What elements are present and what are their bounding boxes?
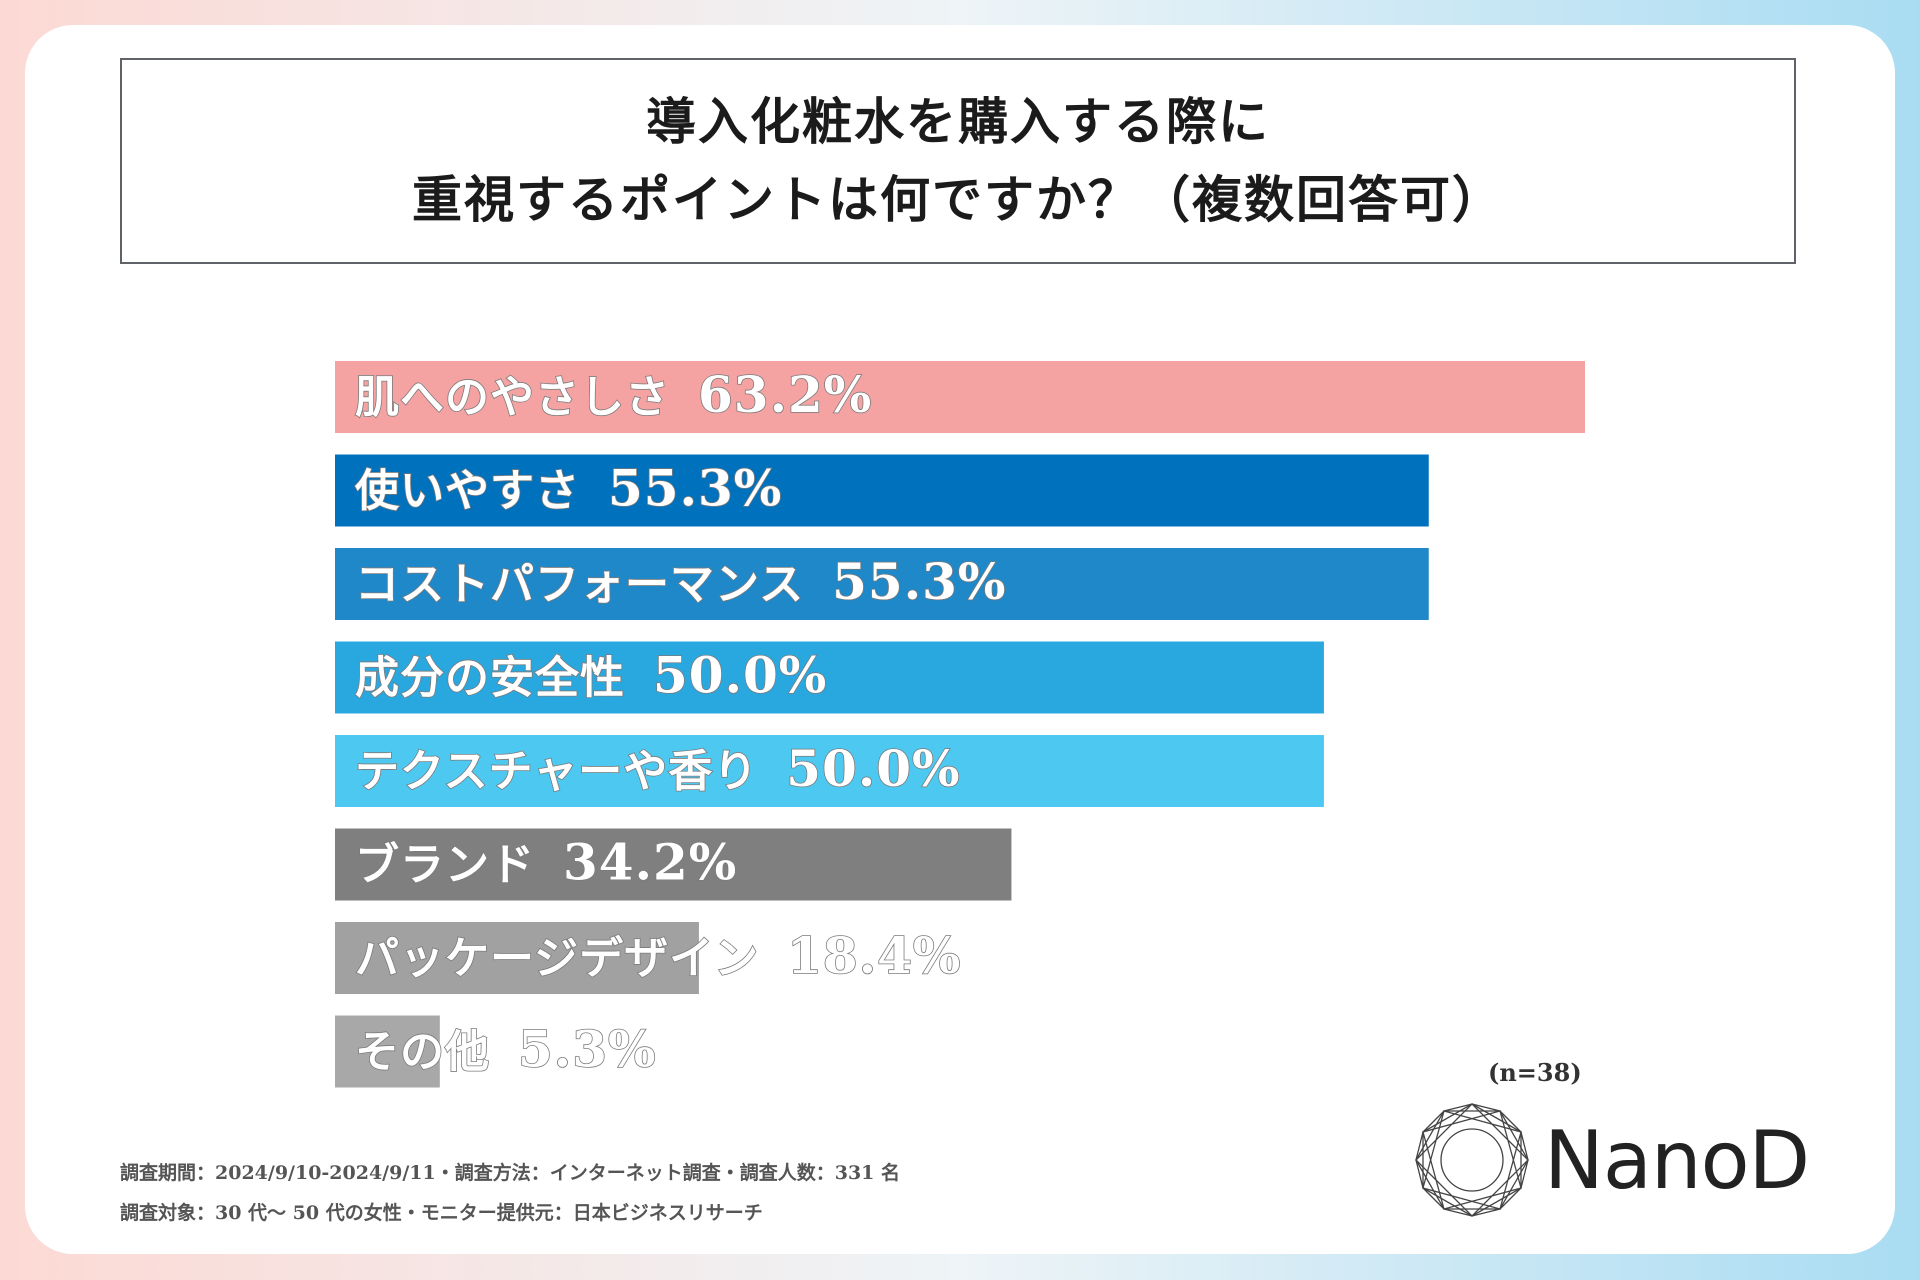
value-label-7: 18.4% — [787, 926, 961, 985]
category-label-8: その他 — [355, 1027, 490, 1078]
bar-5 — [335, 735, 1324, 807]
chart-title-line-2: 重視するポイントは何ですか？（複数回答可） — [412, 170, 1504, 229]
bar-3 — [335, 548, 1429, 620]
sample-size-label: (n=38) — [1488, 1058, 1582, 1087]
bar-label-2: 使いやすさ 55.3% — [355, 459, 782, 518]
category-label-7: パッケージデザイン — [355, 933, 759, 984]
value-label-4: 50.0% — [653, 646, 827, 705]
survey-footnote-1: 調査期間：2024/9/10-2024/9/11・調査方法：インターネット調査・… — [120, 1162, 901, 1184]
value-label-3: 55.3% — [832, 552, 1006, 611]
bar-2 — [335, 454, 1429, 527]
category-label-6: ブランド — [355, 840, 535, 891]
survey-footnote-2: 調査対象：30 代〜 50 代の女性・モニター提供元：日本ビジネスリサーチ — [120, 1202, 763, 1224]
value-label-6: 34.2% — [563, 833, 737, 892]
category-label-1: 肌へのやさしさ — [355, 372, 670, 423]
bar-label-7: パッケージデザイン 18.4% — [355, 926, 961, 985]
bar-label-6: ブランド 34.2% — [355, 833, 737, 892]
bar-4 — [335, 641, 1324, 714]
bar-label-4: 成分の安全性 50.0% — [355, 646, 827, 705]
chart-title-line-1: 導入化粧水を購入する際に — [646, 92, 1270, 151]
value-label-1: 63.2% — [698, 365, 872, 424]
bar-label-8: その他 5.3% — [355, 1020, 657, 1079]
category-label-3: コストパフォーマンス — [355, 559, 804, 610]
chart-title-box: 導入化粧水を購入する際に 重視するポイントは何ですか？（複数回答可） — [120, 58, 1796, 264]
bar-label-3: コストパフォーマンス 55.3% — [355, 552, 1006, 611]
bar-1 — [335, 361, 1585, 433]
bar-8 — [335, 1015, 440, 1088]
brand-name: NanoD — [1544, 1113, 1810, 1207]
brand-logo: NanoD — [1412, 1100, 1812, 1220]
value-label-5: 50.0% — [786, 739, 960, 798]
bar-6 — [335, 828, 1012, 901]
value-label-8: 5.3% — [518, 1020, 657, 1079]
geometric-polygon-logo-icon — [1415, 1103, 1529, 1217]
category-label-4: 成分の安全性 — [355, 653, 625, 704]
value-label-2: 55.3% — [608, 459, 782, 518]
bar-7 — [335, 922, 699, 994]
bar-label-5: テクスチャーや香り 50.0% — [355, 739, 961, 798]
bar-label-1: 肌へのやさしさ 63.2% — [355, 365, 872, 424]
category-label-5: テクスチャーや香り — [355, 746, 758, 797]
category-label-2: 使いやすさ — [355, 466, 580, 517]
